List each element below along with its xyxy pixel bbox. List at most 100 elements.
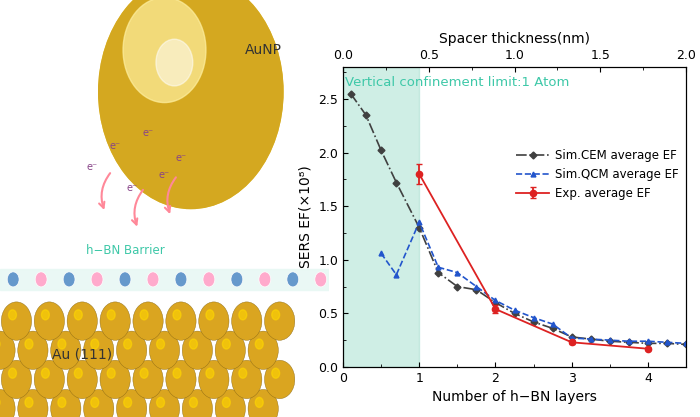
Circle shape	[166, 302, 196, 340]
Sim.QCM average EF	[529, 315, 538, 320]
Sim.CEM average EF	[529, 319, 538, 324]
Text: Au (111): Au (111)	[52, 347, 112, 362]
Sim.QCM average EF	[644, 339, 652, 344]
Circle shape	[41, 310, 49, 320]
Circle shape	[147, 272, 159, 287]
Circle shape	[41, 368, 49, 378]
Circle shape	[215, 331, 246, 369]
Circle shape	[116, 331, 147, 369]
Text: e⁻: e⁻	[159, 170, 170, 180]
Line: Sim.QCM average EF: Sim.QCM average EF	[379, 220, 688, 346]
Circle shape	[315, 272, 327, 287]
Sim.CEM average EF	[510, 311, 519, 316]
Circle shape	[248, 389, 279, 417]
Circle shape	[272, 310, 279, 320]
Circle shape	[175, 272, 187, 287]
Circle shape	[232, 302, 262, 340]
Bar	[0, 269, 329, 290]
Circle shape	[265, 360, 295, 399]
Circle shape	[67, 302, 97, 340]
Sim.CEM average EF	[392, 180, 400, 185]
Circle shape	[149, 389, 180, 417]
Circle shape	[223, 397, 230, 407]
Circle shape	[58, 397, 66, 407]
Circle shape	[259, 272, 271, 287]
Circle shape	[265, 302, 295, 340]
Circle shape	[83, 331, 114, 369]
Circle shape	[231, 272, 243, 287]
Sim.QCM average EF	[663, 340, 671, 345]
Circle shape	[119, 272, 131, 287]
Sim.QCM average EF	[548, 322, 556, 327]
Sim.QCM average EF	[624, 339, 633, 344]
Bar	[343, 67, 419, 367]
Text: e⁻: e⁻	[110, 141, 120, 151]
Circle shape	[8, 310, 17, 320]
Circle shape	[107, 310, 115, 320]
Circle shape	[215, 389, 246, 417]
Circle shape	[239, 368, 247, 378]
Legend: Sim.CEM average EF, Sim.QCM average EF, Exp. average EF: Sim.CEM average EF, Sim.QCM average EF, …	[512, 144, 684, 204]
Circle shape	[173, 310, 181, 320]
Sim.CEM average EF	[491, 300, 500, 305]
Text: AuNP: AuNP	[245, 43, 281, 57]
Circle shape	[7, 272, 19, 287]
Text: e⁻: e⁻	[143, 128, 153, 138]
Circle shape	[116, 389, 147, 417]
Sim.CEM average EF	[568, 334, 576, 339]
Circle shape	[74, 310, 83, 320]
Circle shape	[1, 360, 31, 399]
Circle shape	[123, 0, 206, 103]
Circle shape	[18, 389, 48, 417]
Sim.CEM average EF	[587, 337, 595, 342]
X-axis label: Number of h−BN layers: Number of h−BN layers	[432, 390, 597, 404]
Circle shape	[99, 0, 283, 208]
Circle shape	[149, 331, 180, 369]
Circle shape	[83, 389, 114, 417]
Circle shape	[34, 302, 64, 340]
Sim.QCM average EF	[392, 272, 400, 277]
Circle shape	[140, 368, 148, 378]
Sim.QCM average EF	[587, 337, 595, 342]
Circle shape	[156, 39, 192, 86]
Circle shape	[67, 360, 97, 399]
Sim.CEM average EF	[624, 340, 633, 345]
Circle shape	[91, 397, 99, 407]
Circle shape	[0, 331, 15, 369]
Y-axis label: SERS EF(×10⁸): SERS EF(×10⁸)	[299, 166, 313, 268]
X-axis label: Spacer thickness(nm): Spacer thickness(nm)	[439, 32, 590, 46]
Circle shape	[58, 339, 66, 349]
Sim.CEM average EF	[682, 342, 690, 347]
Line: Sim.CEM average EF: Sim.CEM average EF	[348, 91, 688, 347]
Circle shape	[232, 360, 262, 399]
Sim.CEM average EF	[663, 341, 671, 346]
Sim.CEM average EF	[434, 270, 442, 275]
Text: h−BN Barrier: h−BN Barrier	[85, 244, 164, 257]
Sim.CEM average EF	[606, 339, 614, 344]
Sim.CEM average EF	[453, 284, 461, 289]
Circle shape	[133, 360, 163, 399]
Circle shape	[272, 368, 279, 378]
Circle shape	[199, 360, 229, 399]
Circle shape	[166, 360, 196, 399]
Sim.CEM average EF	[362, 113, 370, 118]
Circle shape	[35, 272, 47, 287]
Circle shape	[50, 331, 81, 369]
Circle shape	[182, 331, 213, 369]
Circle shape	[133, 302, 163, 340]
Text: e⁻: e⁻	[126, 183, 137, 193]
Circle shape	[1, 302, 31, 340]
Sim.CEM average EF	[548, 326, 556, 331]
Sim.QCM average EF	[453, 270, 461, 275]
Circle shape	[50, 389, 81, 417]
Sim.QCM average EF	[491, 298, 500, 303]
Sim.CEM average EF	[644, 341, 652, 346]
Circle shape	[107, 368, 115, 378]
Circle shape	[182, 389, 213, 417]
Text: Vertical confinement limit:1 Atom: Vertical confinement limit:1 Atom	[344, 76, 569, 89]
Circle shape	[190, 397, 197, 407]
Sim.QCM average EF	[473, 284, 481, 289]
Sim.CEM average EF	[473, 287, 481, 292]
Sim.QCM average EF	[510, 308, 519, 313]
Circle shape	[0, 389, 15, 417]
